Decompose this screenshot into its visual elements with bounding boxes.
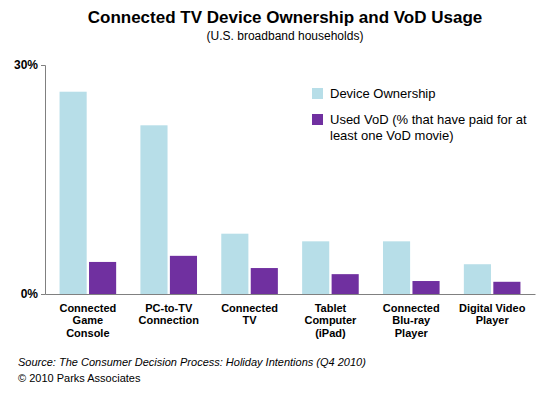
x-tick-label-line: Game <box>73 314 104 326</box>
x-tick: ConnectedGameConsole <box>59 294 116 339</box>
legend-swatch <box>312 88 323 99</box>
y-tick-mark <box>41 294 45 295</box>
x-tick: ConnectedTV <box>221 294 278 326</box>
x-tick: PC-to-TVConnection <box>138 294 199 326</box>
legend-label: Device Ownership <box>330 86 436 101</box>
x-tick-label: PC-to-TVConnection <box>138 302 199 327</box>
y-tick: 30% <box>14 58 45 72</box>
x-tick-label-line: Digital Video <box>459 302 526 314</box>
bar <box>383 241 410 294</box>
x-tick-label-line: Tablet <box>315 302 347 314</box>
bar <box>89 262 116 294</box>
bar <box>302 241 329 294</box>
x-tick-label: TabletComputer(iPad) <box>304 302 357 339</box>
source: Source: The Consumer Decision Process: H… <box>18 356 366 368</box>
x-tick: ConnectedBlu-rayPlayer <box>383 294 440 339</box>
legend-label-line: Device Ownership <box>330 86 436 101</box>
bar <box>412 281 439 294</box>
y-axis: 0% 30% <box>14 58 46 301</box>
x-tick-label-line: Player <box>395 327 429 339</box>
subtitle: (U.S. broadband households) <box>207 29 364 43</box>
legend-label-line: Used VoD (% that have paid for at <box>330 112 527 127</box>
y-tick: 0% <box>21 287 45 301</box>
legend-label-line: least one VoD movie) <box>330 128 454 143</box>
y-axis-line <box>41 66 46 295</box>
legend: Device Ownership Used VoD (% that have pa… <box>312 86 527 143</box>
x-axis-line <box>46 294 536 295</box>
x-tick-label-line: PC-to-TV <box>145 302 193 314</box>
x-tick: TabletComputer(iPad) <box>304 294 357 339</box>
x-tick-label: ConnectedGameConsole <box>59 302 116 339</box>
y-tick-label: 30% <box>14 58 38 72</box>
x-tick-label-line: Connected <box>59 302 116 314</box>
x-tick: Digital VideoPlayer <box>459 294 526 326</box>
bar <box>251 268 278 294</box>
bar <box>221 234 248 294</box>
x-tick-label: ConnectedBlu-rayPlayer <box>383 302 440 339</box>
series-bars <box>89 256 520 294</box>
bar <box>140 125 167 294</box>
x-tick-label-line: Console <box>66 327 109 339</box>
x-tick-label-line: TV <box>243 314 258 326</box>
x-tick-label: ConnectedTV <box>221 302 278 327</box>
legend-swatch <box>312 114 323 125</box>
background <box>0 0 550 400</box>
x-tick-label-line: Computer <box>304 314 357 326</box>
x-tick-label-line: Blu-ray <box>392 314 431 326</box>
y-tick-label: 0% <box>21 287 39 301</box>
x-axis: ConnectedGameConsolePC-to-TVConnectionCo… <box>46 294 536 339</box>
x-tick-label-line: (iPad) <box>315 327 346 339</box>
copyright: © 2010 Parks Associates <box>18 372 141 384</box>
bar <box>332 274 359 294</box>
x-tick-label-line: Connection <box>138 314 199 326</box>
x-tick-label-line: Connected <box>221 302 278 314</box>
chart: Connected TV Device Ownership and VoD Us… <box>0 0 550 400</box>
bar <box>170 256 197 294</box>
plot: 0%30%ConnectedGameConsolePC-to-TVConnect… <box>14 58 536 339</box>
y-tick-mark <box>41 65 45 66</box>
x-tick-label-line: Connected <box>383 302 440 314</box>
x-tick-label: Digital VideoPlayer <box>459 302 526 327</box>
x-tick-label-line: Player <box>476 314 510 326</box>
bar <box>493 282 520 294</box>
title: Connected TV Device Ownership and VoD Us… <box>88 8 483 27</box>
legend-label: Used VoD (% that have paid for atleast o… <box>330 112 527 143</box>
bar <box>464 264 491 294</box>
bar <box>60 92 87 294</box>
